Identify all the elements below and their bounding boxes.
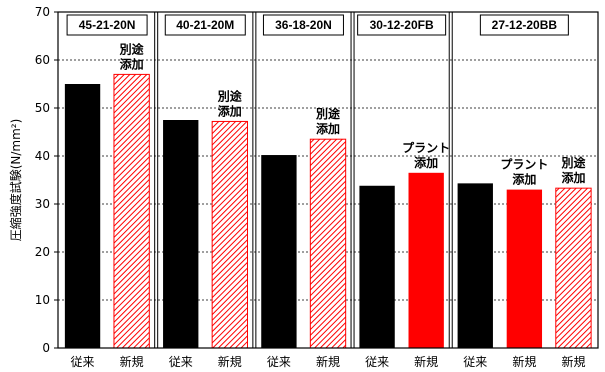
bar-annotation: 添加 bbox=[120, 56, 144, 71]
group-label-box bbox=[164, 14, 246, 36]
x-category-label: 新規 bbox=[561, 354, 585, 369]
group-label-box bbox=[66, 14, 148, 36]
y-axis-label: 圧縮強度試験(N/mm²) bbox=[8, 119, 23, 242]
bar-annotation: プラント bbox=[402, 140, 450, 155]
group-label-box bbox=[262, 14, 344, 36]
x-category-label: 従来 bbox=[463, 355, 487, 369]
y-tick-label: 10 bbox=[35, 293, 50, 307]
bar bbox=[408, 172, 444, 348]
bar bbox=[555, 187, 592, 349]
y-tick-label: 20 bbox=[35, 245, 50, 259]
x-category-label: 従来 bbox=[71, 355, 95, 369]
y-tick-label: 0 bbox=[42, 341, 50, 355]
group-label-box bbox=[479, 14, 569, 36]
x-category-label: 新規 bbox=[120, 354, 144, 369]
bar-annotation: 別途 bbox=[560, 155, 586, 170]
group-label: 40-21-20M bbox=[176, 18, 234, 32]
bar bbox=[457, 183, 493, 348]
group-label: 27-12-20BB bbox=[492, 18, 558, 32]
bar-annotation: 添加 bbox=[561, 170, 585, 185]
y-tick-label: 70 bbox=[35, 5, 50, 19]
bar bbox=[163, 120, 199, 348]
bar-annotation: 添加 bbox=[414, 155, 438, 170]
labels: 0 10 20 30 40 50 60 70 圧縮強度試験(N/mm²) 45-21-20N 従来 新… bbox=[8, 5, 586, 369]
bar-annotation: 別途 bbox=[119, 41, 145, 56]
bar-annotation: 別途 bbox=[315, 106, 341, 121]
bar-annotation: 別途 bbox=[217, 88, 243, 103]
x-category-label: 新規 bbox=[218, 354, 242, 369]
bar-annotation: プラント bbox=[500, 157, 548, 172]
bar bbox=[211, 120, 248, 349]
bar-annotation: 添加 bbox=[218, 103, 242, 118]
bar-annotation: 添加 bbox=[512, 172, 536, 187]
group-label: 45-21-20N bbox=[79, 18, 136, 32]
y-tick-label: 40 bbox=[35, 149, 50, 163]
y-tick-label: 50 bbox=[35, 101, 50, 115]
group-label: 36-18-20N bbox=[275, 18, 332, 32]
x-category-label: 新規 bbox=[316, 354, 340, 369]
axes bbox=[54, 11, 599, 349]
group-label-box bbox=[357, 14, 447, 36]
bar bbox=[64, 84, 101, 348]
group-label: 30-12-20FB bbox=[370, 18, 434, 32]
y-tick-label: 60 bbox=[35, 53, 50, 67]
y-tick-label: 30 bbox=[35, 197, 50, 211]
x-category-label: 新規 bbox=[512, 354, 536, 369]
bar bbox=[359, 185, 395, 348]
bar bbox=[113, 73, 150, 349]
bar bbox=[506, 189, 543, 348]
bars bbox=[64, 73, 592, 349]
bar bbox=[261, 155, 297, 348]
plot-frame bbox=[57, 11, 599, 349]
x-category-label: 従来 bbox=[169, 355, 193, 369]
x-category-label: 従来 bbox=[267, 355, 291, 369]
bar-annotation: 添加 bbox=[316, 121, 340, 136]
bar bbox=[309, 138, 347, 349]
x-category-label: 新規 bbox=[414, 354, 438, 369]
group-panels bbox=[66, 12, 569, 348]
x-category-label: 従来 bbox=[365, 355, 389, 369]
